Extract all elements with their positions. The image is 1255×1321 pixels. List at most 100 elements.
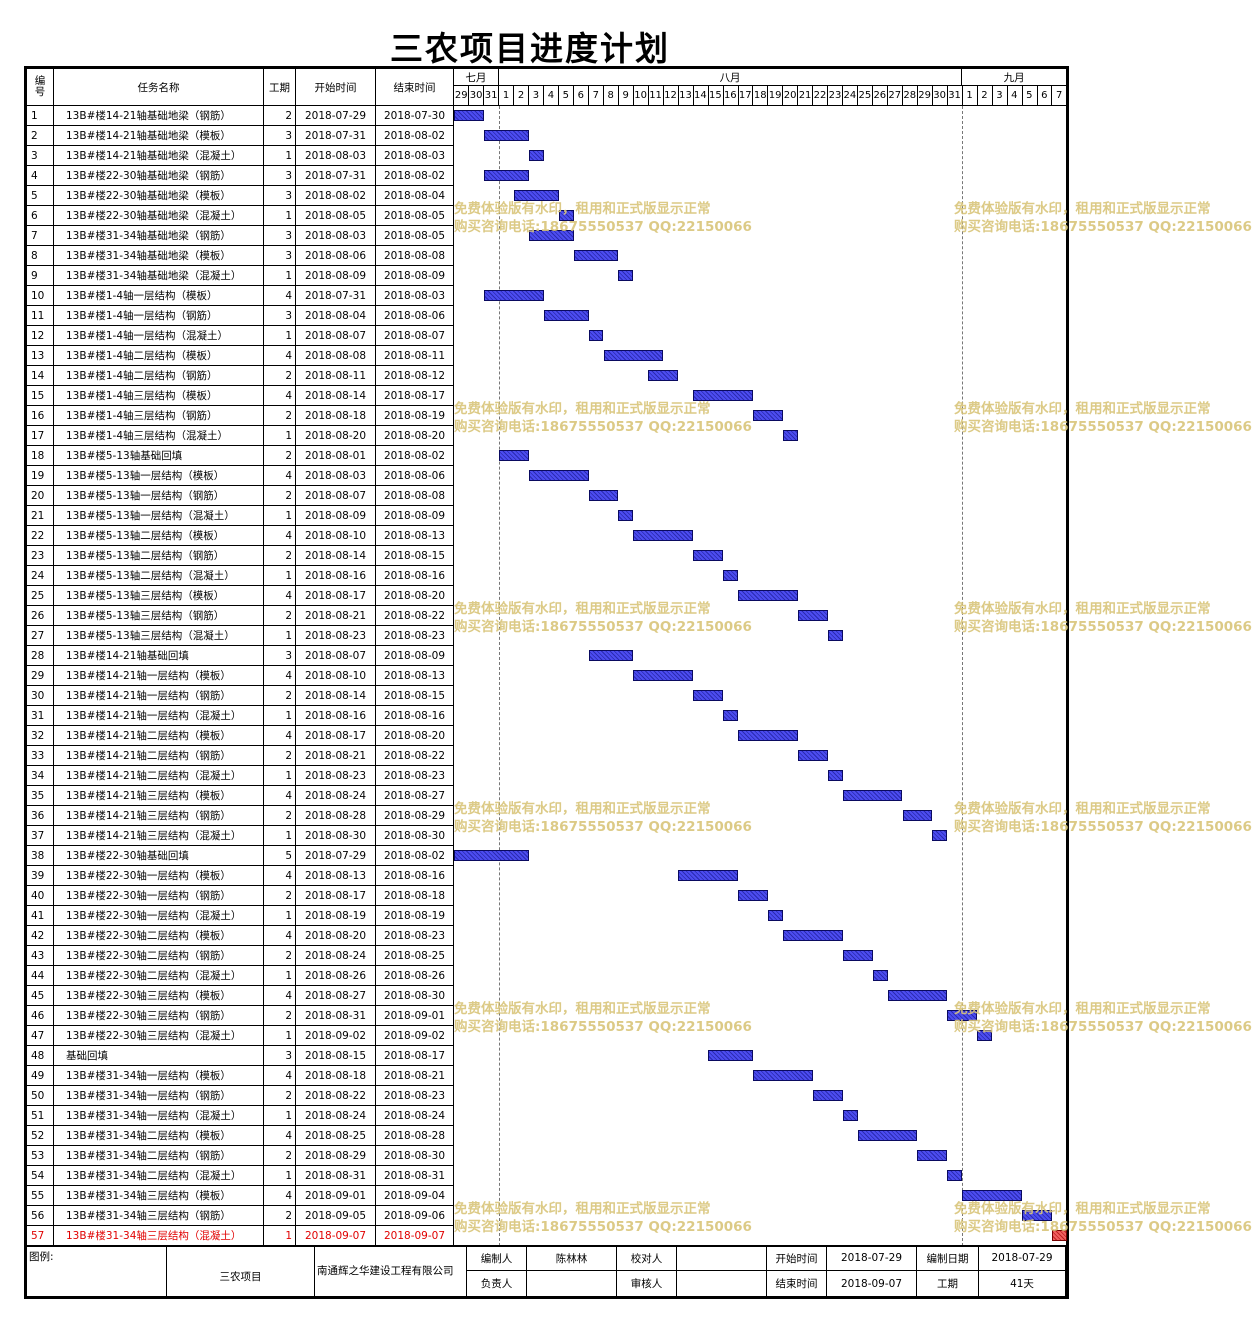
task-name[interactable]: 13B#楼14-21轴一层结构（模板） <box>54 666 264 686</box>
gantt-bar[interactable] <box>483 290 544 301</box>
task-name[interactable]: 13B#楼14-21轴三层结构（钢筋） <box>54 806 264 826</box>
task-name[interactable]: 13B#楼1-4轴三层结构（模板） <box>54 386 264 406</box>
gantt-bar[interactable] <box>723 710 739 721</box>
task-name[interactable]: 13B#楼1-4轴一层结构（混凝土） <box>54 326 264 346</box>
task-name[interactable]: 13B#楼22-30轴基础回填 <box>54 846 264 866</box>
task-name[interactable]: 13B#楼14-21轴三层结构（模板） <box>54 786 264 806</box>
gantt-bar[interactable] <box>723 570 739 581</box>
task-name[interactable]: 13B#楼22-30轴二层结构（钢筋） <box>54 946 264 966</box>
gantt-bar[interactable] <box>603 350 664 361</box>
gantt-bar[interactable] <box>1022 1210 1052 1221</box>
task-name[interactable]: 13B#楼31-34轴基础地梁（钢筋） <box>54 226 264 246</box>
gantt-bar[interactable] <box>513 190 559 201</box>
task-name[interactable]: 13B#楼1-4轴一层结构（模板） <box>54 286 264 306</box>
gantt-bar[interactable] <box>618 510 634 521</box>
task-name[interactable]: 13B#楼14-21轴二层结构（混凝土） <box>54 766 264 786</box>
gantt-bar[interactable] <box>708 1050 753 1061</box>
task-name[interactable]: 13B#楼5-13轴三层结构（混凝土） <box>54 626 264 646</box>
task-name[interactable]: 13B#楼31-34轴二层结构（钢筋） <box>54 1146 264 1166</box>
task-name[interactable]: 13B#楼1-4轴二层结构（模板） <box>54 346 264 366</box>
task-name[interactable]: 13B#楼22-30轴基础地梁（钢筋） <box>54 166 264 186</box>
task-name[interactable]: 13B#楼31-34轴三层结构（模板） <box>54 1186 264 1206</box>
task-name[interactable]: 13B#楼22-30轴一层结构（钢筋） <box>54 886 264 906</box>
gantt-bar[interactable] <box>962 1190 1023 1201</box>
task-name[interactable]: 13B#楼5-13轴一层结构（钢筋） <box>54 486 264 506</box>
gantt-bar[interactable] <box>812 1090 843 1101</box>
gantt-bar[interactable] <box>543 310 589 321</box>
task-name[interactable]: 13B#楼5-13轴一层结构（模板） <box>54 466 264 486</box>
task-name[interactable]: 13B#楼5-13轴三层结构（钢筋） <box>54 606 264 626</box>
gantt-bar[interactable] <box>753 1070 813 1081</box>
gantt-bar[interactable] <box>932 830 948 841</box>
gantt-bar[interactable] <box>782 930 843 941</box>
gantt-bar[interactable] <box>753 410 783 421</box>
task-name[interactable]: 13B#楼5-13轴一层结构（混凝土） <box>54 506 264 526</box>
gantt-bar[interactable] <box>902 810 933 821</box>
gantt-bar[interactable] <box>528 150 544 161</box>
task-name[interactable]: 13B#楼1-4轴二层结构（钢筋） <box>54 366 264 386</box>
gantt-bar[interactable] <box>797 750 828 761</box>
gantt-bar[interactable] <box>738 890 768 901</box>
task-name[interactable]: 基础回填 <box>54 1046 264 1066</box>
task-name[interactable]: 13B#楼31-34轴三层结构（钢筋） <box>54 1206 264 1226</box>
task-name[interactable]: 13B#楼22-30轴二层结构（混凝土） <box>54 966 264 986</box>
gantt-bar[interactable] <box>977 1030 993 1041</box>
gantt-bar[interactable] <box>887 990 948 1001</box>
gantt-bar[interactable] <box>454 850 529 861</box>
task-name[interactable]: 13B#楼22-30轴基础地梁（混凝土） <box>54 206 264 226</box>
gantt-bar[interactable] <box>528 470 589 481</box>
task-name[interactable]: 13B#楼5-13轴二层结构（混凝土） <box>54 566 264 586</box>
task-name[interactable]: 13B#楼22-30轴三层结构（模板） <box>54 986 264 1006</box>
gantt-bar[interactable] <box>693 690 724 701</box>
task-name[interactable]: 13B#楼14-21轴基础地梁（模板） <box>54 126 264 146</box>
task-name[interactable]: 13B#楼5-13轴二层结构（钢筋） <box>54 546 264 566</box>
gantt-bar[interactable] <box>827 770 843 781</box>
gantt-bar[interactable] <box>558 210 574 221</box>
gantt-bar[interactable] <box>648 370 679 381</box>
task-name[interactable]: 13B#楼14-21轴一层结构（混凝土） <box>54 706 264 726</box>
task-name[interactable]: 13B#楼22-30轴三层结构（钢筋） <box>54 1006 264 1026</box>
gantt-bar[interactable] <box>842 790 903 801</box>
task-name[interactable]: 13B#楼14-21轴二层结构（模板） <box>54 726 264 746</box>
gantt-bar[interactable] <box>738 590 798 601</box>
task-name[interactable]: 13B#楼31-34轴二层结构（混凝土） <box>54 1166 264 1186</box>
gantt-bar[interactable] <box>1052 1230 1067 1241</box>
task-name[interactable]: 13B#楼1-4轴三层结构（混凝土） <box>54 426 264 446</box>
gantt-bar[interactable] <box>797 610 828 621</box>
task-name[interactable]: 13B#楼1-4轴一层结构（钢筋） <box>54 306 264 326</box>
task-name[interactable]: 13B#楼14-21轴基础地梁（钢筋） <box>54 106 264 126</box>
task-name[interactable]: 13B#楼22-30轴三层结构（混凝土） <box>54 1026 264 1046</box>
gantt-bar[interactable] <box>827 630 843 641</box>
gantt-bar[interactable] <box>947 1010 978 1021</box>
task-name[interactable]: 13B#楼14-21轴二层结构（钢筋） <box>54 746 264 766</box>
gantt-bar[interactable] <box>528 230 574 241</box>
task-name[interactable]: 13B#楼31-34轴一层结构（模板） <box>54 1066 264 1086</box>
task-name[interactable]: 13B#楼31-34轴基础地梁（模板） <box>54 246 264 266</box>
gantt-bar[interactable] <box>633 670 694 681</box>
task-name[interactable]: 13B#楼1-4轴三层结构（钢筋） <box>54 406 264 426</box>
gantt-bar[interactable] <box>678 870 739 881</box>
gantt-bar[interactable] <box>498 450 529 461</box>
gantt-bar[interactable] <box>738 730 798 741</box>
task-name[interactable]: 13B#楼31-34轴一层结构（混凝土） <box>54 1106 264 1126</box>
gantt-bar[interactable] <box>917 1150 948 1161</box>
gantt-bar[interactable] <box>842 950 873 961</box>
task-name[interactable]: 13B#楼14-21轴三层结构（混凝土） <box>54 826 264 846</box>
task-name[interactable]: 13B#楼14-21轴一层结构（钢筋） <box>54 686 264 706</box>
task-name[interactable]: 13B#楼5-13轴基础回填 <box>54 446 264 466</box>
task-name[interactable]: 13B#楼14-21轴基础回填 <box>54 646 264 666</box>
gantt-bar[interactable] <box>588 490 619 501</box>
gantt-bar[interactable] <box>483 170 529 181</box>
gantt-bar[interactable] <box>842 1110 858 1121</box>
gantt-bar[interactable] <box>782 430 798 441</box>
task-name[interactable]: 13B#楼5-13轴二层结构（模板） <box>54 526 264 546</box>
gantt-bar[interactable] <box>633 530 694 541</box>
task-name[interactable]: 13B#楼22-30轴二层结构（模板） <box>54 926 264 946</box>
gantt-bar[interactable] <box>573 250 619 261</box>
gantt-bar[interactable] <box>483 130 529 141</box>
gantt-bar[interactable] <box>618 270 634 281</box>
task-name[interactable]: 13B#楼31-34轴三层结构（混凝土） <box>54 1226 264 1246</box>
task-name[interactable]: 13B#楼22-30轴一层结构（混凝土） <box>54 906 264 926</box>
task-name[interactable]: 13B#楼22-30轴基础地梁（模板） <box>54 186 264 206</box>
gantt-bar[interactable] <box>588 650 634 661</box>
